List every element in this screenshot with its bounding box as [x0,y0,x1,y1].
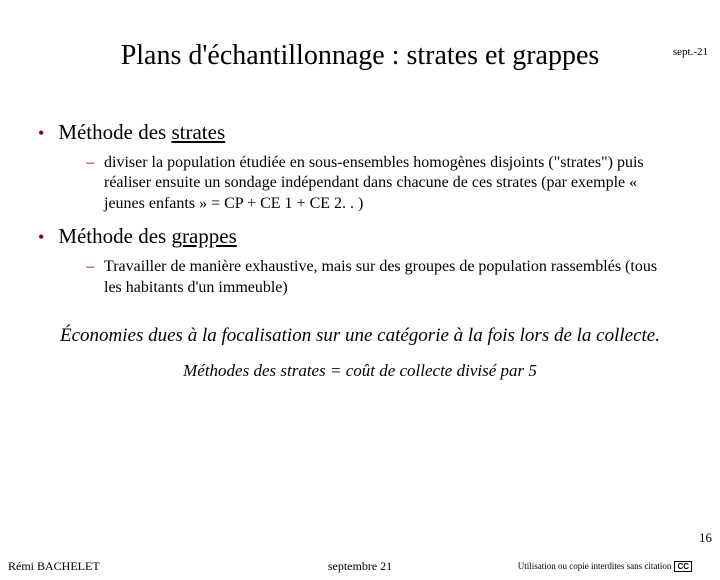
sub-strates: – diviser la population étudiée en sous-… [86,153,670,214]
bullet-prefix: Méthode des [58,120,171,144]
bullet-icon: • [38,228,44,246]
dash-icon: – [86,154,94,172]
sub-grappes: – Travailler de manière exhaustive, mais… [86,257,670,298]
page-number: 16 [699,530,712,546]
bullet-underline: strates [171,120,225,144]
italic-main: Économies dues à la focalisation sur une… [30,324,690,349]
bullet-strates: • Méthode des strates [30,120,690,145]
dash-icon: – [86,258,94,276]
footer-usage-text: Utilisation ou copie interdites sans cit… [518,561,672,571]
slide-content: • Méthode des strates – diviser la popul… [0,72,720,381]
sub-grappes-text: Travailler de manière exhaustive, mais s… [104,257,670,298]
bullet-grappes: • Méthode des grappes [30,224,690,249]
header-date: sept.-21 [673,46,708,58]
bullet-icon: • [38,124,44,142]
cc-icon: CC [674,561,692,572]
slide-title: Plans d'échantillonnage : strates et gra… [0,40,720,72]
footer-date: septembre 21 [328,559,392,574]
bullet-strates-text: Méthode des strates [58,120,225,145]
bullet-underline: grappes [171,224,236,248]
italic-secondary: Méthodes des strates = coût de collecte … [30,361,690,381]
sub-strates-text: diviser la population étudiée en sous-en… [104,153,670,214]
bullet-prefix: Méthode des [58,224,171,248]
footer-author: Rémi BACHELET [8,559,100,574]
footer-usage: Utilisation ou copie interdites sans cit… [518,561,692,572]
bullet-grappes-text: Méthode des grappes [58,224,236,249]
